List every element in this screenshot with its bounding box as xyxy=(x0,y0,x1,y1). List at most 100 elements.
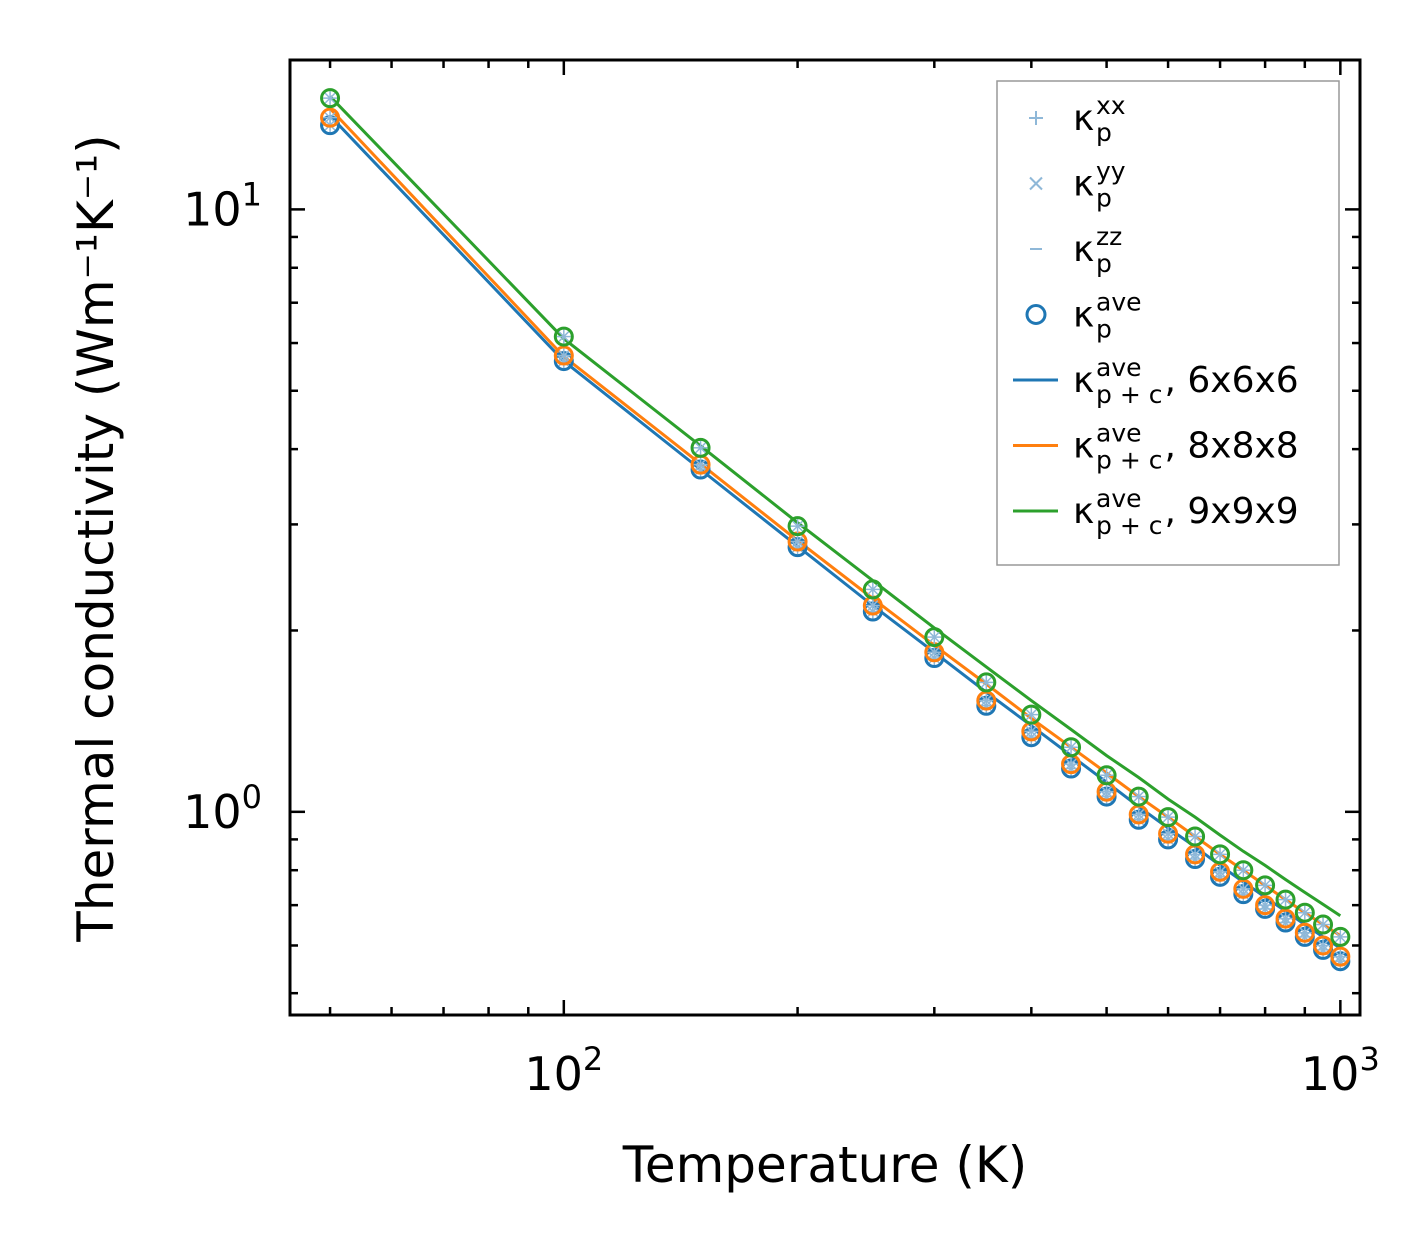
point-ave-8x8x8 xyxy=(1313,935,1334,956)
marker-yy-8x8x8 xyxy=(980,695,992,707)
legend-label-sup: ave xyxy=(1096,484,1142,513)
legend-label-sub: p xyxy=(1096,315,1112,344)
legend-label-symbol: κ xyxy=(1073,98,1094,139)
point-ave-8x8x8 xyxy=(1275,908,1296,929)
marker-yy-9x9x9 xyxy=(1280,894,1292,906)
legend-marker-cross xyxy=(1029,176,1043,191)
point-ave-8x8x8 xyxy=(1233,878,1254,899)
marker-yy-8x8x8 xyxy=(928,646,940,658)
point-ave-9x9x9 xyxy=(320,88,341,109)
point-ave-9x9x9 xyxy=(1096,765,1117,786)
legend-label-sub: p xyxy=(1096,184,1112,213)
marker-yy-8x8x8 xyxy=(792,535,804,548)
point-ave-9x9x9 xyxy=(1185,826,1206,847)
marker-yy-8x8x8 xyxy=(1317,939,1329,952)
point-ave-9x9x9 xyxy=(1255,875,1276,896)
point-ave-9x9x9 xyxy=(1275,889,1296,910)
marker-yy-8x8x8 xyxy=(1162,828,1174,840)
marker-yy-9x9x9 xyxy=(1025,709,1037,721)
x-tick-label: 103 xyxy=(1301,1040,1380,1101)
tick-labels: 102 103 100 101 xyxy=(183,175,1380,1101)
marker-yy-9x9x9 xyxy=(1237,864,1249,876)
legend-label-suffix: , 8x8x8 xyxy=(1164,426,1298,467)
legend-label-sub: p xyxy=(1096,249,1112,278)
series-line-9x9x9 xyxy=(329,95,1342,918)
y-axis-title: Thermal conductivity (Wm⁻¹K⁻¹) xyxy=(67,134,125,942)
legend-label-sup: ave xyxy=(1096,288,1142,317)
marker-yy-9x9x9 xyxy=(695,442,707,454)
marker-yy-9x9x9 xyxy=(1334,931,1346,943)
marker-yy-9x9x9 xyxy=(558,331,570,343)
legend-label-suffix: , 9x9x9 xyxy=(1164,491,1298,532)
legend-label-symbol: κ xyxy=(1073,164,1094,205)
x-tick-label: 102 xyxy=(524,1040,603,1101)
point-ave-9x9x9 xyxy=(1294,902,1315,923)
legend-box xyxy=(996,80,1340,566)
series-line-8x8x8 xyxy=(329,107,1342,937)
legend-label-sup: ave xyxy=(1096,419,1142,448)
legend-label-sup: ave xyxy=(1096,353,1142,382)
legend-label-sub: p + c xyxy=(1096,511,1162,540)
point-ave-8x8x8 xyxy=(553,345,574,366)
marker-yy-9x9x9 xyxy=(1065,741,1077,753)
legend-entry-zz: κ zzp xyxy=(1030,222,1122,278)
marker-yy-8x8x8 xyxy=(1065,758,1077,770)
marker-yy-9x9x9 xyxy=(1101,769,1113,781)
axis-ticks xyxy=(290,60,1360,1015)
marker-yy-8x8x8 xyxy=(1189,848,1201,860)
plot-frame xyxy=(288,58,1362,1017)
legend-label-symbol: κ xyxy=(1073,295,1094,336)
series-points xyxy=(320,88,1351,972)
point-ave-9x9x9 xyxy=(1021,704,1042,725)
point-ave-9x9x9 xyxy=(1313,914,1334,935)
point-ave-9x9x9 xyxy=(1233,860,1254,881)
marker-yy-9x9x9 xyxy=(324,92,336,104)
marker-yy-9x9x9 xyxy=(928,631,940,643)
legend-label-symbol: κ xyxy=(1073,360,1094,401)
marker-yy-8x8x8 xyxy=(1025,725,1037,737)
legend-label-sup: xx xyxy=(1096,91,1126,120)
marker-yy-8x8x8 xyxy=(1133,808,1145,820)
marker-yy-9x9x9 xyxy=(1133,791,1145,803)
legend-entry-xx: κ xxp xyxy=(1029,91,1126,147)
legend-label-symbol: κ xyxy=(1073,426,1094,467)
y-tick-label: 101 xyxy=(183,175,262,236)
legend-label-sup: zz xyxy=(1096,222,1122,251)
marker-yy-8x8x8 xyxy=(867,600,879,612)
marker-yy-8x8x8 xyxy=(1259,899,1271,911)
legend-label-sub: p + c xyxy=(1096,446,1162,475)
marker-yy-9x9x9 xyxy=(1317,919,1329,931)
legend-marker-circle xyxy=(1025,304,1047,325)
point-ave-9x9x9 xyxy=(690,437,711,458)
point-ave-9x9x9 xyxy=(553,326,574,347)
point-ave-8x8x8 xyxy=(1330,946,1351,967)
marker-yy-9x9x9 xyxy=(867,583,879,595)
legend-label-sup: yy xyxy=(1096,157,1126,186)
legend-entry-yy: κ yyp xyxy=(1029,157,1126,213)
legend-label-sub: p xyxy=(1096,118,1112,147)
marker-yy-8x8x8 xyxy=(695,459,707,471)
legend-label-symbol: κ xyxy=(1073,491,1094,532)
point-ave-9x9x9 xyxy=(787,516,808,537)
marker-yy-8x8x8 xyxy=(1237,883,1249,895)
point-ave-9x9x9 xyxy=(1158,807,1179,828)
marker-yy-9x9x9 xyxy=(792,520,804,532)
marker-yy-9x9x9 xyxy=(980,676,992,688)
point-ave-9x9x9 xyxy=(1330,926,1351,947)
legend-label-symbol: κ xyxy=(1073,229,1094,270)
marker-yy-8x8x8 xyxy=(324,112,336,124)
y-tick-label: 100 xyxy=(183,778,262,839)
marker-yy-8x8x8 xyxy=(1214,866,1226,878)
marker-yy-9x9x9 xyxy=(1214,848,1226,860)
marker-yy-9x9x9 xyxy=(1162,811,1174,823)
marker-yy-8x8x8 xyxy=(1280,913,1292,925)
point-ave-8x8x8 xyxy=(1255,895,1276,916)
marker-yy-8x8x8 xyxy=(1299,927,1311,939)
marker-yy-9x9x9 xyxy=(1259,879,1271,891)
